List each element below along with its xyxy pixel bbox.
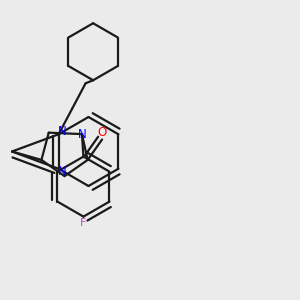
- Text: O: O: [98, 126, 107, 140]
- Text: N: N: [58, 165, 67, 178]
- Text: F: F: [80, 218, 87, 228]
- Text: N: N: [58, 125, 67, 138]
- Text: N: N: [78, 128, 86, 141]
